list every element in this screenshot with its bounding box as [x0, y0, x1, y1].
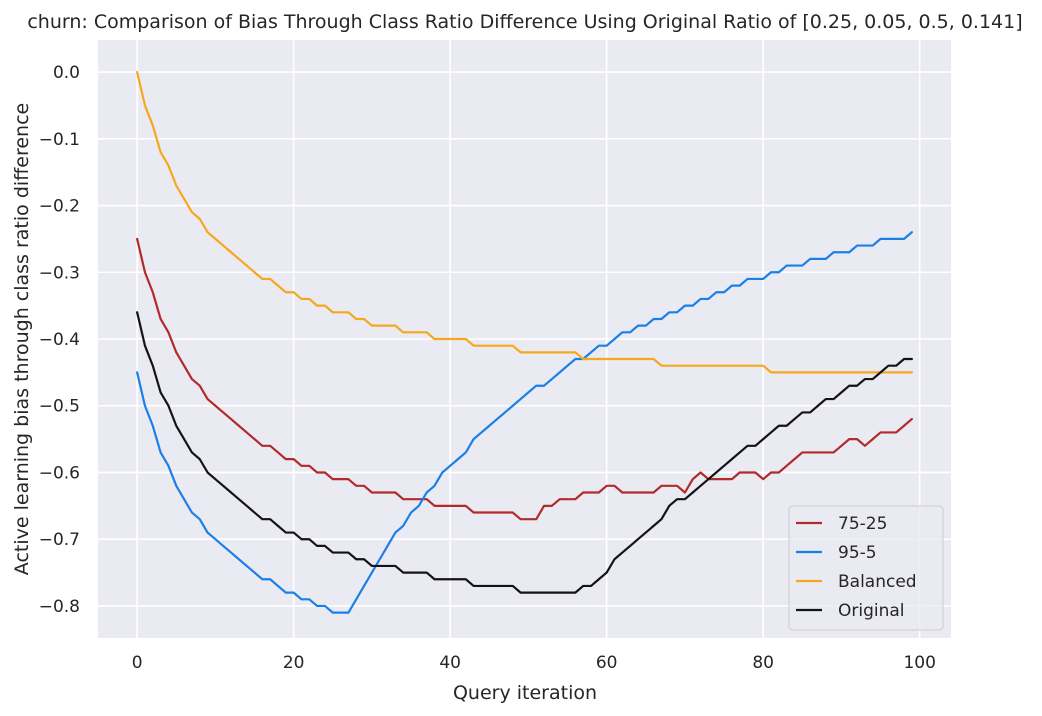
legend-label-75-25: 75-25	[838, 514, 887, 534]
legend-label-95-5: 95-5	[838, 543, 877, 563]
y-tick-label: −0.2	[39, 197, 80, 217]
y-tick-label: −0.7	[39, 530, 80, 550]
y-axis-title: Active learning bias through class ratio…	[11, 103, 33, 575]
grid-lines	[98, 40, 951, 638]
x-tick-label: 60	[596, 653, 618, 673]
x-tick-label: 0	[132, 653, 143, 673]
legend-label-original: Original	[838, 601, 905, 621]
chart-title: churn: Comparison of Bias Through Class …	[27, 11, 1022, 33]
y-tick-label: 0.0	[53, 63, 80, 83]
y-tick-label: −0.1	[39, 130, 80, 150]
x-tick-label: 20	[283, 653, 305, 673]
x-tick-label: 40	[439, 653, 461, 673]
y-tick-label: −0.6	[39, 463, 80, 483]
series-lines	[136, 70, 913, 614]
series-line-original	[136, 311, 913, 594]
y-tick-label: −0.8	[39, 597, 80, 617]
y-tick-label: −0.4	[39, 330, 80, 350]
y-tick-label: −0.5	[39, 397, 80, 417]
x-tick-label: 80	[752, 653, 774, 673]
legend-box	[788, 505, 944, 631]
y-tick-label: −0.3	[39, 263, 80, 283]
legend: 75-25 95-5 Balanced Original	[788, 505, 944, 631]
y-axis-ticks: 0.0 −0.1 −0.2 −0.3 −0.4 −0.5 −0.6 −0.7 −0.8	[39, 63, 80, 617]
series-line-balanced	[136, 70, 913, 374]
legend-label-balanced: Balanced	[838, 572, 917, 592]
legend-items: 75-25 95-5 Balanced Original	[796, 514, 917, 621]
x-tick-label: 100	[903, 653, 935, 673]
series-line-95-5	[136, 231, 913, 614]
x-axis-ticks: 0 20 40 60 80 100	[132, 653, 936, 673]
series-line-75-25	[136, 237, 913, 521]
x-axis-title: Query iteration	[453, 682, 597, 704]
